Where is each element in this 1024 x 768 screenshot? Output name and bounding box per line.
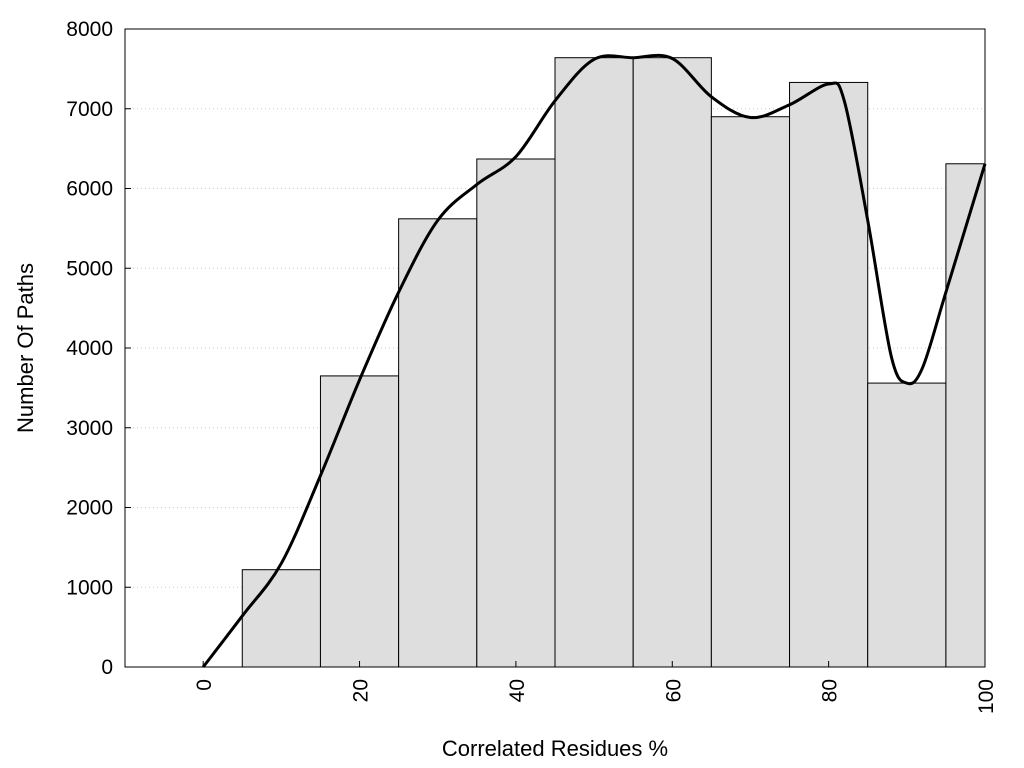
histogram-bar (710, 116, 791, 668)
x-tick-label: 100 (975, 679, 998, 714)
histogram-bar (319, 375, 400, 668)
histogram-bar (632, 57, 712, 668)
y-tick-label: 1000 (66, 576, 113, 599)
y-axis-title: Number Of Paths (13, 263, 38, 433)
histogram-bar (554, 57, 634, 668)
y-tick-label: 0 (101, 656, 113, 679)
histogram-bar (241, 569, 321, 668)
x-tick-label: 80 (819, 679, 842, 702)
y-tick-label: 4000 (66, 337, 113, 360)
x-tick-label: 60 (662, 679, 685, 702)
y-tick-label: 5000 (66, 257, 113, 280)
histogram-bar (867, 382, 947, 668)
histogram-bar (476, 158, 556, 668)
histogram-bar (789, 81, 869, 668)
y-tick-label: 6000 (66, 178, 113, 201)
y-tick-label: 8000 (66, 18, 113, 41)
histogram-bar (945, 163, 986, 668)
smoothed-curve (201, 53, 987, 668)
bars (241, 57, 986, 668)
y-tick-label: 2000 (66, 497, 113, 520)
x-tick-label: 0 (193, 679, 216, 691)
x-tick-label: 40 (506, 679, 529, 702)
x-tick-label: 20 (350, 679, 373, 702)
x-axis-title: Correlated Residues % (442, 736, 668, 761)
histogram-bar (398, 218, 478, 668)
x-axis-ticks: 0 20 40 60 80 100 (193, 661, 998, 714)
y-tick-label: 7000 (66, 98, 113, 121)
y-axis-ticks: 0 1000 2000 3000 4000 5000 6000 7000 8000 (66, 18, 131, 679)
y-tick-label: 3000 (66, 417, 113, 440)
